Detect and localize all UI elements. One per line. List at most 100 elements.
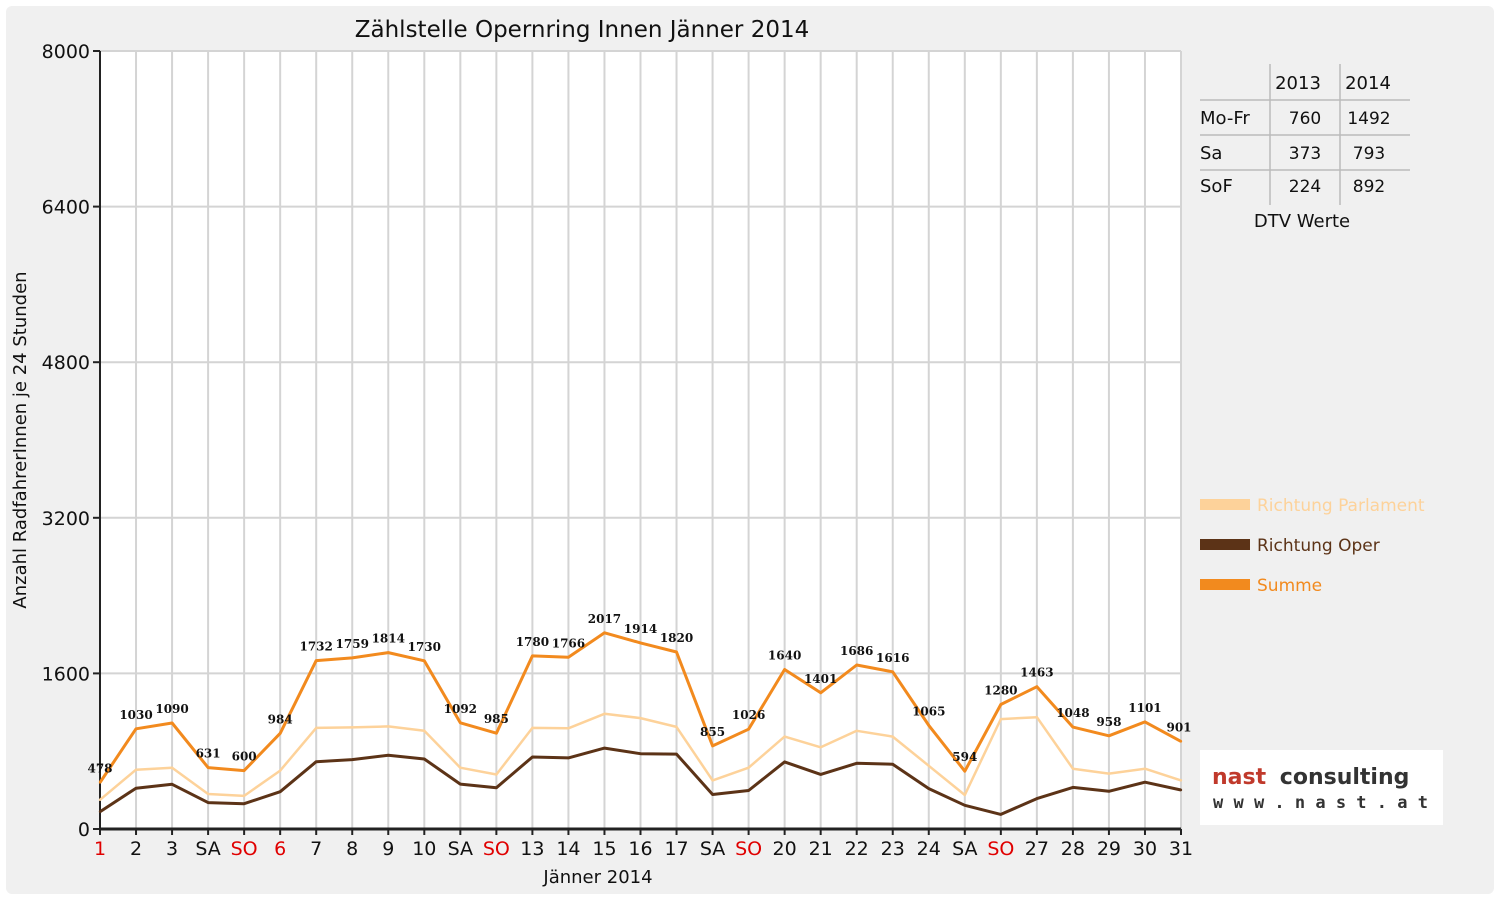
x-tick-label: 20 — [773, 838, 797, 860]
data-point — [891, 763, 894, 766]
y-tick-label: 4800 — [42, 352, 90, 374]
data-point — [278, 790, 282, 793]
y-tick-label: 6400 — [42, 197, 90, 219]
data-point — [675, 752, 678, 756]
data-point — [387, 725, 390, 728]
data-point — [1179, 740, 1183, 743]
data-label: 1026 — [732, 708, 765, 722]
data-label: 901 — [1166, 720, 1191, 734]
data-point — [603, 712, 606, 715]
data-point — [1143, 720, 1147, 724]
data-point — [387, 753, 390, 757]
dtv-cell: 373 — [1289, 144, 1321, 164]
data-label: 1814 — [372, 632, 405, 646]
data-label: 1686 — [840, 644, 873, 658]
data-label: 2017 — [588, 612, 621, 626]
data-point — [170, 783, 174, 786]
data-point — [459, 721, 462, 725]
x-tick-label: 13 — [520, 838, 544, 860]
data-point — [819, 691, 822, 694]
dtv-caption: DTV Werte — [1254, 211, 1350, 232]
legend-swatch — [1200, 539, 1250, 550]
x-tick-label: SA — [448, 838, 473, 860]
data-point — [1107, 790, 1111, 793]
data-point — [855, 762, 858, 765]
data-point — [1143, 767, 1147, 770]
x-tick-label: SA — [952, 838, 977, 860]
x-axis-ticks: 1 2 3 SA SO 6 7 8 9 10 SA SO 13 14 15 16 17 SA SO 20 21 22 23 2… — [94, 829, 1193, 860]
data-point — [999, 813, 1003, 816]
data-point — [98, 781, 102, 784]
data-point — [206, 792, 210, 796]
x-tick-label: 15 — [592, 838, 616, 860]
dtv-row-label: Mo-Fr — [1200, 108, 1250, 129]
data-label: 985 — [484, 712, 509, 726]
x-tick-label: SA — [700, 838, 725, 860]
data-point — [855, 729, 858, 732]
data-point — [927, 764, 930, 767]
data-label: 1030 — [119, 708, 152, 722]
data-label: 1759 — [336, 637, 369, 651]
x-tick-label: 28 — [1061, 838, 1085, 860]
data-label: 1048 — [1056, 706, 1089, 720]
data-label: 1092 — [444, 702, 477, 716]
y-tick-label: 8000 — [42, 41, 90, 63]
data-label: 984 — [268, 712, 293, 726]
data-point — [891, 670, 894, 674]
data-point — [531, 755, 534, 759]
x-tick-label: SO — [735, 838, 762, 860]
x-tick-label: 22 — [845, 838, 869, 860]
dtv-table: 2013 2014 Mo-Fr 760 1492 Sa 373 793 SoF … — [1200, 64, 1410, 232]
legend-label: Richtung Parlament — [1257, 496, 1425, 516]
data-point — [242, 794, 246, 798]
data-point — [675, 725, 678, 729]
legend-label: Richtung Oper — [1257, 536, 1380, 556]
data-label: 958 — [1096, 715, 1121, 729]
data-point — [567, 727, 570, 730]
data-point — [495, 773, 498, 776]
data-label: 631 — [196, 747, 221, 761]
data-label: 478 — [87, 762, 112, 776]
data-point — [603, 631, 606, 635]
data-point — [639, 716, 642, 720]
nast-consulting-logo: nast consulting w w w . n a s t . a t — [1200, 750, 1443, 825]
data-point — [819, 773, 822, 776]
x-tick-label: 31 — [1169, 838, 1193, 860]
data-point — [783, 760, 786, 764]
logo-url: w w w . n a s t . a t — [1213, 793, 1428, 813]
data-point — [855, 663, 858, 667]
data-point — [98, 810, 102, 813]
data-point — [1107, 734, 1111, 738]
x-tick-label: 21 — [809, 838, 833, 860]
x-axis-label: Jänner 2014 — [542, 867, 652, 888]
data-point — [747, 728, 750, 731]
data-label: 1463 — [1020, 666, 1053, 680]
dtv-cell: 760 — [1289, 109, 1321, 129]
data-label: 1640 — [768, 649, 801, 663]
data-point — [98, 798, 102, 802]
data-point — [1071, 786, 1075, 789]
data-point — [1035, 797, 1039, 800]
data-point — [459, 766, 462, 769]
x-tick-label: 7 — [310, 838, 322, 860]
data-point — [351, 726, 354, 729]
data-point — [423, 729, 426, 732]
data-point — [927, 787, 930, 790]
data-point — [675, 650, 678, 654]
data-point — [963, 770, 966, 773]
y-tick-label: 3200 — [42, 508, 90, 530]
legend: Richtung Parlament Richtung Oper Summe — [1200, 496, 1425, 596]
data-label: 600 — [232, 750, 257, 764]
logo-text: nast consulting — [1212, 765, 1409, 790]
x-tick-label: SO — [231, 838, 258, 860]
data-point — [711, 793, 714, 796]
y-tick-label: 0 — [78, 819, 90, 841]
data-point — [459, 782, 462, 786]
data-point — [242, 769, 246, 772]
data-point — [134, 768, 138, 771]
data-point — [639, 752, 642, 755]
data-label: 1280 — [984, 684, 1017, 698]
data-point — [531, 726, 534, 730]
